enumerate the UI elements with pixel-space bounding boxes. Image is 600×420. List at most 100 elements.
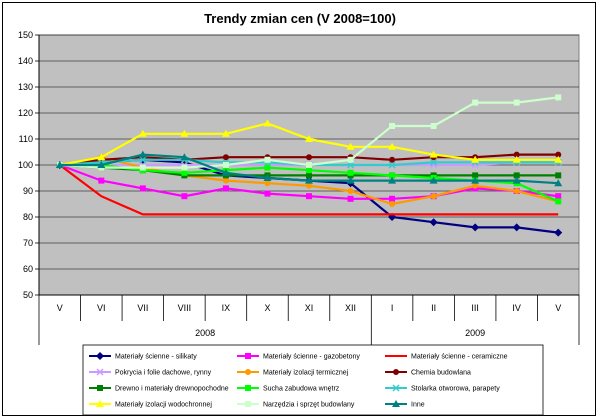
y-tick-label: 130 [18,82,33,92]
legend-item: Sucha zabudowa wnętrz [237,385,340,393]
data-point [429,176,438,184]
data-point [97,161,106,168]
x-tick-label: I [391,303,394,313]
data-point [305,135,313,142]
data-point [555,193,562,200]
y-tick-label: 110 [19,134,33,144]
data-point [139,185,146,192]
series-12 [55,150,563,187]
x-tick-label: IV [512,303,521,313]
legend: Materiały ścienne - silikaty Materiały śc… [82,344,544,416]
data-point [555,94,562,101]
legend-label: Materiały izolacji wodochronnej [115,402,212,409]
legend-item: Materiały ścienne - gazobetony [237,353,360,361]
legend-item: Stolarka otworowa, parapety [385,384,500,393]
y-tick-label: 100 [18,160,33,170]
data-point [55,161,64,168]
legend-label: Sucha zabudowa wnętrz [263,386,340,393]
data-point [138,150,147,158]
data-point [472,99,479,106]
legend-label: Chemia budowlana [411,370,471,377]
x-tick-label: V [555,303,561,313]
x-tick-label: VIII [178,303,192,313]
data-point [472,182,479,189]
data-point [389,156,396,163]
x-tick-label: III [471,303,479,313]
legend-item: Materiały ścienne - silikaty [89,352,197,361]
data-point [306,193,312,200]
data-point [222,185,229,192]
data-point [222,177,229,184]
legend-label: Stolarka otworowa, parapety [411,386,500,393]
data-point [96,368,104,376]
legend-item: Narzędzia i sprzęt budowlany [237,401,355,409]
data-point [346,176,355,184]
data-point [245,385,251,391]
legend-item: Drewno i materiały drewnopochodne [89,385,229,393]
data-point [347,161,355,169]
legend-label: Materiały ścienne - gazobetony [263,354,360,361]
data-point [264,156,271,163]
data-point [245,369,251,375]
data-point [554,228,563,237]
data-point [221,129,230,137]
data-point [222,162,229,168]
data-point [306,154,312,161]
data-point-stroke [388,161,396,169]
x-tick-label: VI [97,303,106,313]
data-point [389,172,396,179]
chart-title: Trendy zmian cen (V 2008=100) [204,11,396,26]
data-point [430,158,438,166]
y-tick-label: 50 [23,290,33,300]
data-point [471,155,480,163]
data-point [139,164,146,171]
chart: Trendy zmian cen (V 2008=100) 50 60 70 80 90… [18,11,580,416]
series-10 [55,119,563,168]
data-point [98,177,105,184]
y-tick-label: 70 [23,238,33,248]
legend-label: Pokrycia i folie dachowe, rynny [115,370,212,377]
legend-label: Inne [411,402,425,409]
data-point [555,151,562,158]
x-tick-label: XI [305,303,314,313]
legend-label: Materiały ścienne - silikaty [115,354,197,361]
data-point [181,164,188,171]
data-point [555,198,562,205]
data-point [347,156,354,163]
x-tick-label: X [264,303,270,313]
y-tick-label: 140 [18,56,33,66]
data-point [512,223,521,232]
x-tick-label: XII [345,303,356,313]
legend-label: Narzędzia i sprzęt budowlany [263,402,355,409]
legend-item: Materiały izolacji termicznej [237,369,349,377]
data-point-stroke [96,368,104,376]
data-point [346,142,355,150]
data-point [388,142,397,150]
data-point [222,154,229,161]
data-point [389,195,396,202]
legend-label: Materiały ścienne - ceramiczne [411,354,508,361]
data-point [347,169,354,176]
chart-frame: Trendy zmian cen (V 2008=100) 50 60 70 80 90… [2,2,596,416]
data-point [96,352,104,360]
y-tick-label: 90 [23,186,33,196]
series-layer [55,94,563,237]
data-point [245,401,251,407]
y-tick-label: 120 [18,108,33,118]
data-point [512,155,521,163]
year-label: 2008 [195,328,215,338]
data-point [554,179,563,187]
data-point [554,155,563,163]
data-point [97,153,106,161]
data-point [513,172,520,179]
data-point [388,176,397,184]
data-point-stroke [139,156,147,164]
x-tick-label: IX [222,303,231,313]
data-point [138,129,147,137]
year-label: 2009 [465,328,485,338]
data-point [264,190,271,197]
data-point [389,201,396,207]
data-point [306,172,312,179]
legend-item: Chemia budowlana [385,369,471,377]
